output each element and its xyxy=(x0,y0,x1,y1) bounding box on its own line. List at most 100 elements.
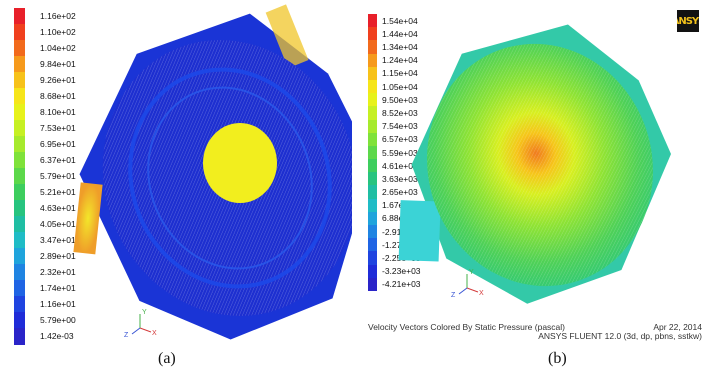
colorbar-swatch xyxy=(368,251,377,266)
colorbar-tick-label: 1.05e+04 xyxy=(382,81,418,92)
colorbar-swatch xyxy=(14,120,25,137)
colorbar-tick-label: 7.53e+01 xyxy=(40,123,76,133)
colorbar-tick-label: 5.59e+03 xyxy=(382,147,418,158)
colorbar-swatch xyxy=(368,40,377,55)
colorbar-tick-label: 1.24e+04 xyxy=(382,55,418,66)
colorbar-swatch xyxy=(14,248,25,265)
colorbar-tick-label: 4.05e+01 xyxy=(40,219,76,229)
svg-text:Y: Y xyxy=(142,309,147,316)
colorbar-swatch xyxy=(368,264,377,279)
solver-info: ANSYS FLUENT 12.0 (3d, dp, pbns, sstkw) xyxy=(538,331,702,341)
colorbar-swatch xyxy=(368,211,377,226)
colorbar-b xyxy=(368,14,377,292)
colorbar-swatch xyxy=(368,93,377,107)
colorbar-swatch xyxy=(368,27,377,41)
colorbar-tick-label: 6.95e+01 xyxy=(40,139,76,149)
colorbar-swatch xyxy=(14,8,25,25)
colorbar-swatch xyxy=(368,159,377,173)
velocity-contour-plot-a: Y X Z xyxy=(73,4,352,340)
colorbar-swatch xyxy=(14,280,25,297)
colorbar-swatch xyxy=(14,312,25,329)
colorbar-swatch xyxy=(368,66,377,81)
colorbar-swatch xyxy=(14,184,25,201)
colorbar-tick-label: -4.21e+03 xyxy=(382,279,421,290)
colorbar-swatch xyxy=(14,216,25,233)
colorbar-swatch xyxy=(368,14,377,28)
colorbar-tick-label: 8.10e+01 xyxy=(40,107,76,117)
colorbar-swatch xyxy=(368,53,377,68)
pressure-vector-plot-b: Y X Z xyxy=(398,24,672,304)
colorbar-tick-label: 1.16e+02 xyxy=(40,11,76,21)
axis-triad-a: Y X Z xyxy=(124,309,157,339)
colorbar-swatch xyxy=(368,145,377,160)
colorbar-tick-label: -3.23e+03 xyxy=(382,266,421,277)
colorbar-tick-label: 5.79e+00 xyxy=(40,315,76,325)
colorbar-swatch xyxy=(14,56,25,73)
colorbar-swatch xyxy=(368,79,377,94)
svg-text:X: X xyxy=(152,330,157,337)
colorbar-tick-label: 5.79e+01 xyxy=(40,171,76,181)
colorbar-tick-label: 2.65e+03 xyxy=(382,187,418,198)
colorbar-swatch xyxy=(368,172,377,186)
svg-text:X: X xyxy=(479,290,484,297)
colorbar-swatch xyxy=(14,168,25,185)
colorbar-swatch xyxy=(14,264,25,281)
colorbar-tick-label: 4.63e+01 xyxy=(40,203,76,213)
svg-text:Y: Y xyxy=(469,269,474,276)
colorbar-swatch xyxy=(14,104,25,121)
colorbar-tick-label: 2.32e+01 xyxy=(40,267,76,277)
colorbar-tick-label: 8.52e+03 xyxy=(382,107,418,118)
colorbar-swatch xyxy=(368,277,377,292)
colorbar-tick-label: 1.54e+04 xyxy=(382,15,418,26)
colorbar-tick-label: 1.74e+01 xyxy=(40,283,76,293)
static-pressure-panel: 1.54e+04 1.44e+04 1.34e+04 1.24e+04 1.15e+04… xyxy=(360,0,702,367)
colorbar-tick-label: 1.15e+04 xyxy=(382,68,418,79)
svg-text:Z: Z xyxy=(124,332,129,339)
colorbar-tick-label: 4.61e+03 xyxy=(382,160,418,171)
colorbar-tick-label: 6.88e+02 xyxy=(382,213,418,224)
colorbar-swatch xyxy=(14,232,25,249)
colorbar-tick-label: 3.47e+01 xyxy=(40,235,76,245)
colorbar-tick-label: 1.34e+04 xyxy=(382,41,418,52)
colorbar-swatch xyxy=(368,119,377,134)
colorbar-swatch xyxy=(14,200,25,217)
colorbar-tick-label: 9.26e+01 xyxy=(40,75,76,85)
colorbar-swatch xyxy=(368,132,377,147)
ansys-logo: ANSYS xyxy=(677,10,699,32)
colorbar-tick-label: 9.50e+03 xyxy=(382,94,418,105)
high-velocity-core xyxy=(203,123,277,203)
colorbar-tick-label: 1.16e+01 xyxy=(40,299,76,309)
caption-a: (a) xyxy=(158,350,176,367)
colorbar-swatch xyxy=(14,72,25,89)
colorbar-swatch xyxy=(368,238,377,252)
colorbar-swatch xyxy=(14,136,25,153)
colorbar-tick-label: 1.04e+02 xyxy=(40,43,76,53)
colorbar-tick-label: 8.68e+01 xyxy=(40,91,76,101)
colorbar-a xyxy=(14,8,25,345)
colorbar-swatch xyxy=(14,296,25,313)
caption-b: (b) xyxy=(548,350,567,367)
colorbar-tick-label: 2.89e+01 xyxy=(40,251,76,261)
colorbar-swatch xyxy=(14,88,25,105)
colorbar-tick-label: 1.44e+04 xyxy=(382,28,418,39)
colorbar-tick-label: 1.10e+02 xyxy=(40,27,76,37)
colorbar-tick-label: 1.67e+03 xyxy=(382,200,418,211)
colorbar-tick-label: 1.42e-03 xyxy=(40,331,74,341)
colorbar-swatch xyxy=(368,225,377,239)
colorbar-swatch xyxy=(368,106,377,121)
colorbar-tick-label: 3.63e+03 xyxy=(382,173,418,184)
colorbar-tick-label: 7.54e+03 xyxy=(382,121,418,132)
axis-triad-b: Y X Z xyxy=(451,269,484,299)
colorbar-tick-label: 6.57e+03 xyxy=(382,134,418,145)
colorbar-tick-label: 5.21e+01 xyxy=(40,187,76,197)
velocity-magnitude-panel: 1.16e+02 1.10e+02 1.04e+02 9.84e+01 9.26e+01… xyxy=(0,0,352,367)
colorbar-swatch xyxy=(14,24,25,41)
colorbar-swatch xyxy=(14,40,25,57)
colorbar-swatch xyxy=(14,328,25,345)
colorbar-tick-label: 9.84e+01 xyxy=(40,59,76,69)
colorbar-swatch xyxy=(14,152,25,169)
svg-text:Z: Z xyxy=(451,292,456,299)
plot-title: Velocity Vectors Colored By Static Press… xyxy=(368,322,565,332)
colorbar-swatch xyxy=(368,185,377,200)
plot-date: Apr 22, 2014 xyxy=(653,322,702,332)
